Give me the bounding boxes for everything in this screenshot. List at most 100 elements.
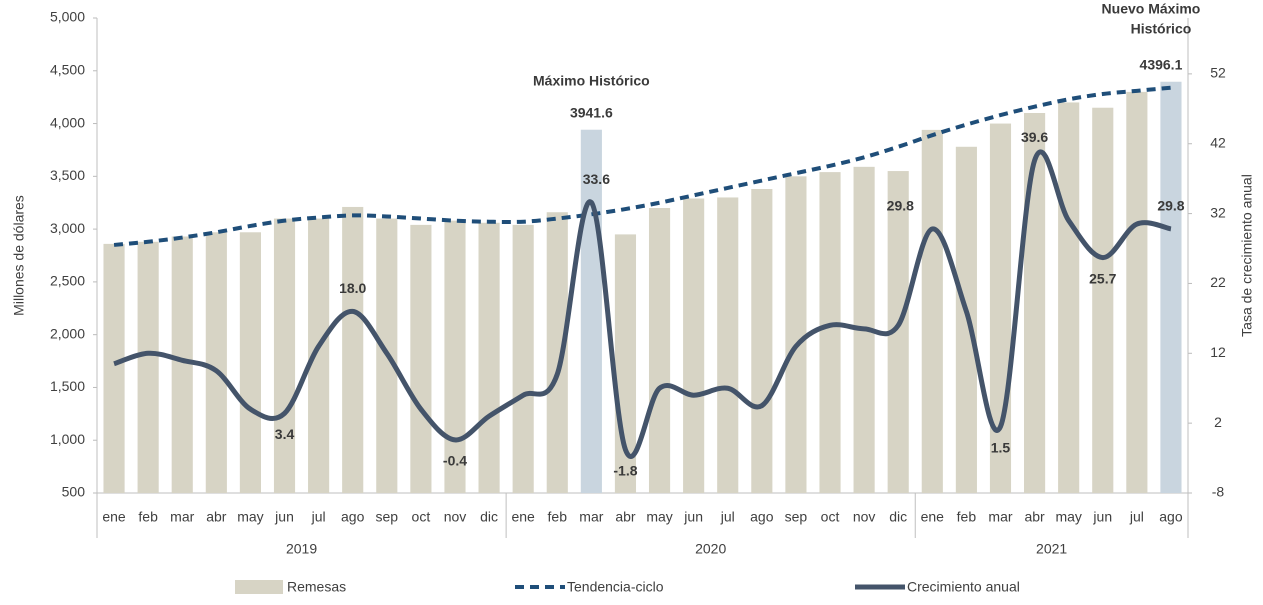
bar: [717, 197, 739, 493]
legend-swatch: [235, 580, 283, 594]
year-label: 2020: [695, 541, 726, 557]
x-tick-label: ago: [341, 509, 365, 525]
y-tick-label: 2,000: [50, 325, 85, 341]
y-tick-label: 3,000: [50, 220, 85, 236]
y2-tick-label: 12: [1210, 344, 1226, 360]
y2-axis-label: Tasa de crecimiento anual: [1239, 174, 1255, 337]
growth-line: [113, 149, 1172, 460]
bar: [410, 224, 432, 493]
bar: [239, 232, 261, 493]
bar: [785, 176, 807, 494]
x-tick-label: jun: [683, 509, 703, 525]
annotation: Máximo Histórico: [533, 72, 650, 88]
y-tick-label: 2,500: [50, 273, 85, 289]
year-label: 2021: [1036, 541, 1067, 557]
x-tick-label: jul: [1129, 509, 1144, 525]
x-tick-label: ene: [511, 509, 535, 525]
bar: [751, 189, 773, 493]
bar: [478, 222, 500, 493]
y2-tick-label: 32: [1210, 204, 1226, 220]
x-tick-label: jun: [274, 509, 294, 525]
y2-tick-label: 22: [1210, 274, 1226, 290]
bar: [1092, 107, 1114, 493]
annotation: Nuevo Máximo Histórico: [1102, 0, 1201, 36]
bar: [887, 171, 909, 494]
x-tick-label: mar: [170, 509, 194, 525]
y2-tick-label: -8: [1212, 484, 1225, 500]
y-axis-label: Millones de dólares: [11, 195, 27, 316]
bar-value-label: 3941.6: [570, 104, 613, 120]
x-tick-label: may: [237, 509, 263, 525]
bar: [683, 198, 705, 493]
x-tick-label: oct: [412, 509, 431, 525]
y-tick-label: 3,500: [50, 167, 85, 183]
y-tick-label: 4,000: [50, 114, 85, 130]
bar: [921, 129, 943, 493]
data-label: 29.8: [1157, 198, 1184, 214]
data-label: 1.5: [991, 439, 1011, 455]
bar: [273, 218, 296, 494]
y-tick-label: 4,500: [50, 61, 85, 77]
data-label: -0.4: [443, 453, 467, 469]
x-tick-label: mar: [988, 509, 1012, 525]
bar: [1058, 102, 1080, 493]
bar: [444, 220, 466, 493]
x-tick-label: feb: [138, 509, 158, 525]
x-tick-label: sep: [785, 509, 808, 525]
y2-tick-label: 2: [1214, 414, 1222, 430]
x-tick-label: abr: [206, 509, 227, 525]
bar: [1024, 113, 1046, 493]
bar: [308, 218, 330, 494]
data-label: 33.6: [583, 171, 610, 187]
bar: [989, 123, 1012, 494]
y-tick-label: 5,000: [50, 9, 85, 25]
data-label: 25.7: [1089, 270, 1116, 286]
y-tick-label: 1,000: [50, 431, 85, 447]
x-tick-label: ago: [750, 509, 774, 525]
bar: [171, 236, 193, 493]
x-tick-label: nov: [853, 509, 876, 525]
x-tick-label: jul: [311, 509, 326, 525]
data-label: 39.6: [1021, 129, 1048, 145]
x-tick-label: abr: [615, 509, 636, 525]
x-tick-label: dic: [889, 509, 907, 525]
y2-tick-label: 42: [1210, 134, 1226, 150]
x-tick-label: feb: [957, 509, 977, 525]
y2-tick-label: 52: [1210, 65, 1226, 81]
bar: [648, 208, 671, 493]
bar: [512, 224, 534, 493]
x-tick-label: dic: [480, 509, 498, 525]
x-tick-label: abr: [1024, 509, 1045, 525]
data-label: 29.8: [887, 198, 914, 214]
year-label: 2019: [286, 541, 317, 557]
x-tick-label: ene: [921, 509, 945, 525]
bar: [1160, 81, 1182, 494]
legend-label: Crecimiento anual: [907, 579, 1020, 595]
x-tick-label: may: [1055, 509, 1081, 525]
x-tick-label: jun: [1092, 509, 1112, 525]
data-label: -1.8: [613, 462, 637, 478]
x-tick-label: ene: [102, 509, 126, 525]
x-tick-label: feb: [548, 509, 568, 525]
x-tick-label: ago: [1159, 509, 1183, 525]
data-label: 18.0: [339, 280, 366, 296]
bar: [103, 243, 125, 493]
legend-label: Remesas: [287, 579, 346, 595]
x-tick-label: sep: [376, 509, 399, 525]
bar: [205, 232, 227, 493]
annotation-line: Histórico: [1131, 20, 1192, 36]
bar: [546, 212, 568, 493]
data-label: 3.4: [275, 426, 295, 442]
trend-line: [113, 85, 1172, 247]
bar: [1126, 91, 1148, 493]
x-tick-label: nov: [444, 509, 467, 525]
x-tick-label: may: [646, 509, 672, 525]
x-tick-label: mar: [579, 509, 603, 525]
legend-label: Tendencia-ciclo: [567, 579, 664, 595]
annotation-line: Nuevo Máximo: [1102, 0, 1201, 16]
x-tick-label: oct: [821, 509, 840, 525]
y-tick-label: 1,500: [50, 378, 85, 394]
x-tick-label: jul: [720, 509, 735, 525]
y-tick-label: 500: [62, 484, 86, 500]
